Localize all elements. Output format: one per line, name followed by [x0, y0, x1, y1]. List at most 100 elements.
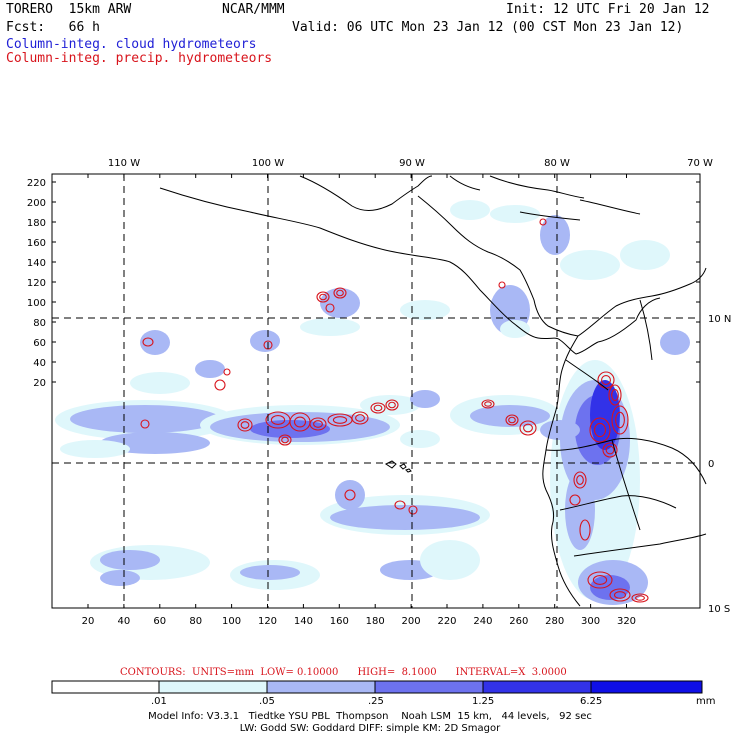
precip-contour	[370, 402, 386, 414]
colorbar-unit: mm	[696, 696, 716, 707]
y-tick-label: 120	[27, 278, 46, 289]
lon-label-90w: 90 W	[399, 158, 425, 169]
model-info: Model Info: V3.3.1 Tiedtke YSU PBL Thomp…	[148, 711, 592, 722]
x-tick-label: 140	[294, 616, 313, 627]
x-tick-label: 260	[509, 616, 528, 627]
cloud-shade-blob	[60, 440, 130, 458]
precip-contour	[319, 293, 327, 301]
precip-contour	[140, 419, 150, 429]
precip-contour	[484, 401, 492, 407]
colorbar-level-3: .25	[368, 696, 384, 707]
x-tick-label: 80	[189, 616, 202, 627]
colorbar-level-1: .01	[151, 696, 167, 707]
precip-contour	[388, 401, 396, 409]
cloud-shade-blob	[195, 360, 225, 378]
precip-contour	[589, 417, 611, 443]
precip-contour	[593, 422, 607, 438]
lon-label-80w: 80 W	[544, 158, 570, 169]
precip-contour	[602, 442, 618, 458]
center-label: NCAR/MMM	[222, 2, 285, 17]
cloud-shade-blob	[250, 330, 280, 352]
precip-contour	[293, 416, 307, 428]
precip-contour	[385, 399, 399, 411]
y-tick-label: 200	[27, 198, 46, 209]
precip-contour	[373, 404, 383, 412]
precip-contour	[240, 421, 250, 429]
x-tick-label: 60	[153, 616, 166, 627]
cloud-shade-blob	[620, 240, 670, 270]
x-tick-label: 160	[330, 616, 349, 627]
cloud-shade-blob	[540, 420, 580, 440]
precip-contour	[609, 588, 631, 602]
precip-contour	[278, 434, 292, 446]
x-tick-label: 20	[82, 616, 95, 627]
cloud-shade-blob	[565, 470, 595, 550]
y-tick-label: 40	[33, 358, 46, 369]
precip-contour	[270, 415, 286, 425]
x-tick-label: 220	[437, 616, 456, 627]
precip-contour	[539, 218, 547, 226]
y-tick-label: 80	[33, 318, 46, 329]
cloud-shade-blob	[660, 330, 690, 355]
cloud-shading	[55, 200, 690, 605]
precip-contour	[573, 471, 587, 489]
precip-contour	[223, 368, 231, 376]
cloud-shade-blob	[420, 540, 480, 580]
cloud-shade-blob	[70, 405, 220, 433]
cloud-shade-blob	[590, 575, 630, 600]
precip-contour	[601, 375, 611, 385]
precip-contour	[316, 291, 330, 303]
precip-contour	[336, 289, 344, 297]
precip-contour	[408, 505, 418, 515]
precip-contour	[142, 337, 154, 347]
colorbar-level-4: 1.25	[472, 696, 495, 707]
model-physics: LW: Godd SW: Goddard DIFF: simple KM: 2D…	[239, 723, 501, 734]
precip-contour	[611, 405, 629, 435]
cloud-shade-blob	[500, 320, 530, 338]
cloud-shade-blob	[540, 215, 570, 255]
x-tick-label: 180	[366, 616, 385, 627]
cloud-shade-blob	[590, 380, 620, 450]
precip-contour	[309, 417, 327, 431]
precip-contour	[605, 445, 615, 455]
y-tick-label: 60	[33, 338, 46, 349]
precip-contour	[615, 411, 625, 429]
cloud-shade-blob	[400, 430, 440, 448]
lon-label-100w: 100 W	[252, 158, 284, 169]
cloud-shade-blob	[140, 330, 170, 355]
coastline	[159, 175, 707, 607]
precip-contour	[498, 281, 506, 289]
y-tick-label: 180	[27, 218, 46, 229]
lat-label-10s: 10 S	[708, 604, 730, 615]
cloud-shade-blob	[330, 505, 480, 530]
precip-contour	[587, 571, 613, 589]
precip-contour	[281, 436, 289, 444]
lat-label-0: 0	[708, 459, 714, 470]
init-time: Init: 12 UTC Fri 20 Jan 12	[506, 2, 710, 17]
cloud-shade-blob	[300, 318, 360, 336]
precip-contour	[394, 500, 406, 510]
precip-contour	[576, 475, 584, 485]
cloud-shade-blob	[240, 565, 300, 580]
precip-contour	[333, 287, 347, 299]
y-tick-label: 20	[33, 378, 46, 389]
x-tick-label: 300	[581, 616, 600, 627]
cloud-shade-blob	[320, 288, 360, 318]
lat-label-10n: 10 N	[708, 314, 731, 325]
x-tick-label: 100	[222, 616, 241, 627]
precip-contour	[214, 379, 226, 391]
cloud-shade-blob	[490, 205, 540, 223]
precip-contour	[481, 399, 495, 409]
forecast-hour: Fcst: 66 h	[6, 20, 100, 35]
valid-time: Valid: 06 UTC Mon 23 Jan 12 (00 CST Mon …	[292, 20, 684, 35]
precip-contour	[519, 420, 537, 436]
x-tick-label: 240	[473, 616, 492, 627]
precip-contour	[332, 416, 348, 424]
precip-contour	[631, 593, 649, 603]
precip-contour	[505, 414, 519, 426]
colorbar-level-2: .05	[259, 696, 275, 707]
y-tick-label: 140	[27, 258, 46, 269]
colorbar	[51, 680, 703, 694]
axis-ticks	[52, 174, 700, 608]
cloud-shade-blob	[100, 550, 160, 570]
